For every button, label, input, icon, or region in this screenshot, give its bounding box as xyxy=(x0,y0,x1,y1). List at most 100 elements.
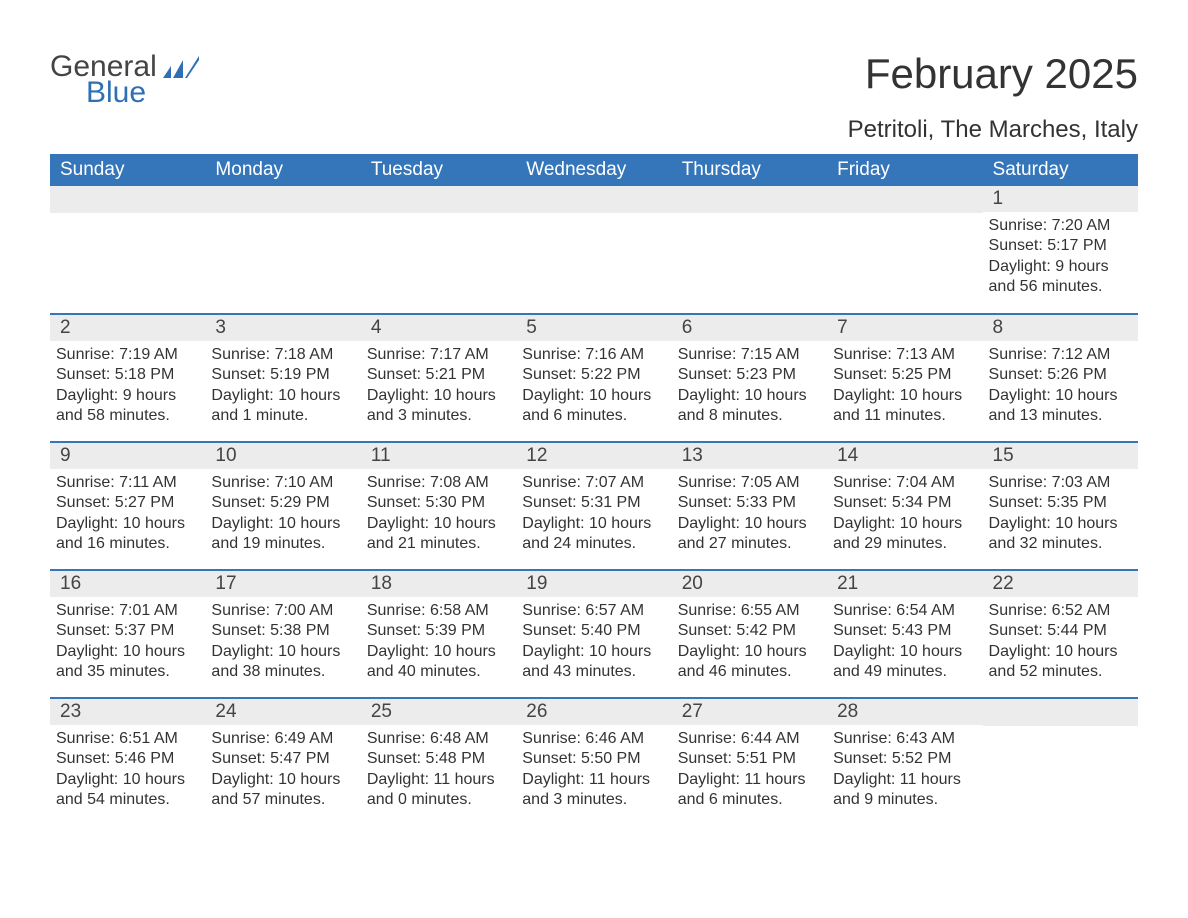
sunrise-text: Sunrise: 6:48 AM xyxy=(367,729,510,749)
day-number xyxy=(50,186,205,213)
daylight-text: Daylight: 11 hours and 9 minutes. xyxy=(833,770,976,811)
day-number: 5 xyxy=(516,315,671,341)
daylight-text: Daylight: 10 hours and 46 minutes. xyxy=(678,642,821,683)
day-number: 17 xyxy=(205,571,360,597)
day-cell: 10Sunrise: 7:10 AMSunset: 5:29 PMDayligh… xyxy=(205,442,360,570)
day-details: Sunrise: 6:58 AMSunset: 5:39 PMDaylight:… xyxy=(361,597,516,683)
daylight-text: Daylight: 10 hours and 27 minutes. xyxy=(678,514,821,555)
daylight-text: Daylight: 10 hours and 52 minutes. xyxy=(989,642,1132,683)
day-details: Sunrise: 7:13 AMSunset: 5:25 PMDaylight:… xyxy=(827,341,982,427)
day-number: 6 xyxy=(672,315,827,341)
day-details: Sunrise: 7:16 AMSunset: 5:22 PMDaylight:… xyxy=(516,341,671,427)
day-number: 9 xyxy=(50,443,205,469)
day-details: Sunrise: 7:05 AMSunset: 5:33 PMDaylight:… xyxy=(672,469,827,555)
daylight-text: Daylight: 9 hours and 58 minutes. xyxy=(56,386,199,427)
sunrise-text: Sunrise: 6:46 AM xyxy=(522,729,665,749)
sunset-text: Sunset: 5:29 PM xyxy=(211,493,354,513)
day-cell: 13Sunrise: 7:05 AMSunset: 5:33 PMDayligh… xyxy=(672,442,827,570)
day-details: Sunrise: 7:19 AMSunset: 5:18 PMDaylight:… xyxy=(50,341,205,427)
day-cell: 27Sunrise: 6:44 AMSunset: 5:51 PMDayligh… xyxy=(672,698,827,826)
day-number: 26 xyxy=(516,699,671,725)
daylight-text: Daylight: 10 hours and 8 minutes. xyxy=(678,386,821,427)
day-details: Sunrise: 7:07 AMSunset: 5:31 PMDaylight:… xyxy=(516,469,671,555)
sunrise-text: Sunrise: 7:19 AM xyxy=(56,345,199,365)
sunset-text: Sunset: 5:43 PM xyxy=(833,621,976,641)
sunrise-text: Sunrise: 7:05 AM xyxy=(678,473,821,493)
logo: General Blue xyxy=(50,50,199,110)
day-cell xyxy=(361,186,516,314)
day-number: 23 xyxy=(50,699,205,725)
day-cell: 15Sunrise: 7:03 AMSunset: 5:35 PMDayligh… xyxy=(983,442,1138,570)
daylight-text: Daylight: 10 hours and 24 minutes. xyxy=(522,514,665,555)
day-cell: 23Sunrise: 6:51 AMSunset: 5:46 PMDayligh… xyxy=(50,698,205,826)
weekday-header-row: Sunday Monday Tuesday Wednesday Thursday… xyxy=(50,154,1138,186)
day-number: 19 xyxy=(516,571,671,597)
sunset-text: Sunset: 5:50 PM xyxy=(522,749,665,769)
day-number xyxy=(672,186,827,213)
sunrise-text: Sunrise: 7:00 AM xyxy=(211,601,354,621)
day-cell: 19Sunrise: 6:57 AMSunset: 5:40 PMDayligh… xyxy=(516,570,671,698)
day-cell: 14Sunrise: 7:04 AMSunset: 5:34 PMDayligh… xyxy=(827,442,982,570)
page-title: February 2025 xyxy=(865,50,1138,98)
sunrise-text: Sunrise: 7:03 AM xyxy=(989,473,1132,493)
sunrise-text: Sunrise: 6:49 AM xyxy=(211,729,354,749)
weekday-header: Sunday xyxy=(50,154,205,186)
day-cell: 6Sunrise: 7:15 AMSunset: 5:23 PMDaylight… xyxy=(672,314,827,442)
day-details: Sunrise: 7:03 AMSunset: 5:35 PMDaylight:… xyxy=(983,469,1138,555)
sunrise-text: Sunrise: 7:10 AM xyxy=(211,473,354,493)
day-number: 16 xyxy=(50,571,205,597)
day-details: Sunrise: 6:43 AMSunset: 5:52 PMDaylight:… xyxy=(827,725,982,811)
sunset-text: Sunset: 5:22 PM xyxy=(522,365,665,385)
weekday-header: Monday xyxy=(205,154,360,186)
day-number: 21 xyxy=(827,571,982,597)
day-number: 4 xyxy=(361,315,516,341)
day-cell: 26Sunrise: 6:46 AMSunset: 5:50 PMDayligh… xyxy=(516,698,671,826)
sunrise-text: Sunrise: 7:13 AM xyxy=(833,345,976,365)
sunset-text: Sunset: 5:23 PM xyxy=(678,365,821,385)
sunrise-text: Sunrise: 6:57 AM xyxy=(522,601,665,621)
sunrise-text: Sunrise: 7:17 AM xyxy=(367,345,510,365)
daylight-text: Daylight: 10 hours and 40 minutes. xyxy=(367,642,510,683)
day-cell: 25Sunrise: 6:48 AMSunset: 5:48 PMDayligh… xyxy=(361,698,516,826)
day-cell xyxy=(983,698,1138,826)
day-details: Sunrise: 7:15 AMSunset: 5:23 PMDaylight:… xyxy=(672,341,827,427)
location-subtitle: Petritoli, The Marches, Italy xyxy=(50,116,1138,144)
sunset-text: Sunset: 5:34 PM xyxy=(833,493,976,513)
day-cell: 21Sunrise: 6:54 AMSunset: 5:43 PMDayligh… xyxy=(827,570,982,698)
day-details: Sunrise: 7:04 AMSunset: 5:34 PMDaylight:… xyxy=(827,469,982,555)
daylight-text: Daylight: 10 hours and 32 minutes. xyxy=(989,514,1132,555)
day-cell: 12Sunrise: 7:07 AMSunset: 5:31 PMDayligh… xyxy=(516,442,671,570)
day-number: 14 xyxy=(827,443,982,469)
day-details: Sunrise: 6:52 AMSunset: 5:44 PMDaylight:… xyxy=(983,597,1138,683)
daylight-text: Daylight: 11 hours and 6 minutes. xyxy=(678,770,821,811)
day-cell: 16Sunrise: 7:01 AMSunset: 5:37 PMDayligh… xyxy=(50,570,205,698)
day-cell: 4Sunrise: 7:17 AMSunset: 5:21 PMDaylight… xyxy=(361,314,516,442)
day-cell: 24Sunrise: 6:49 AMSunset: 5:47 PMDayligh… xyxy=(205,698,360,826)
day-number: 27 xyxy=(672,699,827,725)
day-cell: 20Sunrise: 6:55 AMSunset: 5:42 PMDayligh… xyxy=(672,570,827,698)
sunset-text: Sunset: 5:25 PM xyxy=(833,365,976,385)
day-number xyxy=(205,186,360,213)
day-number: 15 xyxy=(983,443,1138,469)
sunrise-text: Sunrise: 6:54 AM xyxy=(833,601,976,621)
sunrise-text: Sunrise: 6:43 AM xyxy=(833,729,976,749)
sunset-text: Sunset: 5:18 PM xyxy=(56,365,199,385)
day-cell: 18Sunrise: 6:58 AMSunset: 5:39 PMDayligh… xyxy=(361,570,516,698)
day-details: Sunrise: 7:08 AMSunset: 5:30 PMDaylight:… xyxy=(361,469,516,555)
day-details: Sunrise: 7:18 AMSunset: 5:19 PMDaylight:… xyxy=(205,341,360,427)
day-number: 10 xyxy=(205,443,360,469)
day-number: 8 xyxy=(983,315,1138,341)
daylight-text: Daylight: 10 hours and 6 minutes. xyxy=(522,386,665,427)
day-number xyxy=(983,699,1138,726)
day-details: Sunrise: 7:17 AMSunset: 5:21 PMDaylight:… xyxy=(361,341,516,427)
sunset-text: Sunset: 5:30 PM xyxy=(367,493,510,513)
sunrise-text: Sunrise: 6:44 AM xyxy=(678,729,821,749)
day-details: Sunrise: 6:44 AMSunset: 5:51 PMDaylight:… xyxy=(672,725,827,811)
weekday-header: Saturday xyxy=(983,154,1138,186)
sunrise-text: Sunrise: 6:55 AM xyxy=(678,601,821,621)
day-cell: 11Sunrise: 7:08 AMSunset: 5:30 PMDayligh… xyxy=(361,442,516,570)
day-number: 20 xyxy=(672,571,827,597)
day-number: 28 xyxy=(827,699,982,725)
sunset-text: Sunset: 5:48 PM xyxy=(367,749,510,769)
day-details: Sunrise: 7:11 AMSunset: 5:27 PMDaylight:… xyxy=(50,469,205,555)
